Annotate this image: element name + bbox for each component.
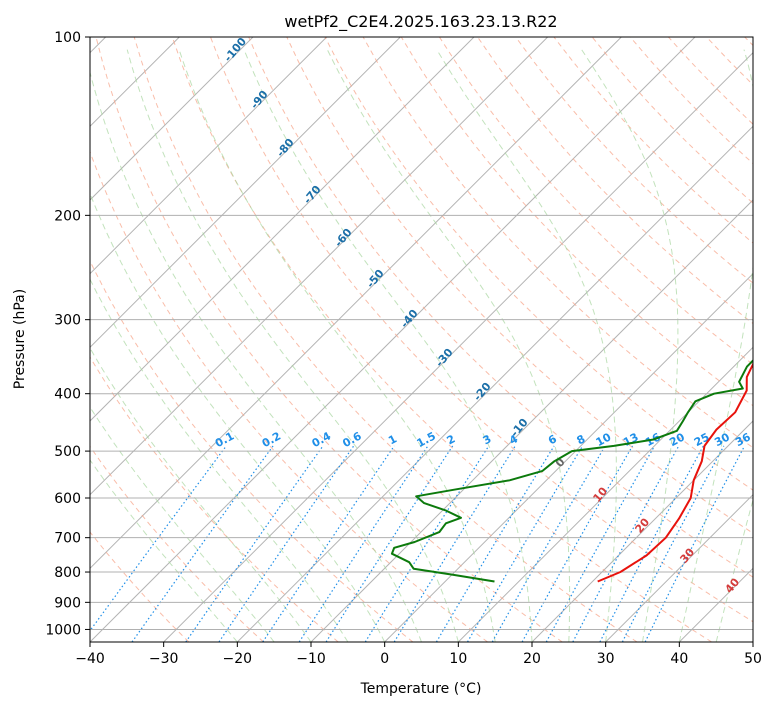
chart-title: wetPf2_C2E4.2025.163.23.13.R22	[284, 12, 557, 32]
x-axis-title: Temperature (°C)	[360, 681, 482, 697]
mixing-ratio-line	[545, 445, 656, 642]
mixing-ratio-line	[621, 445, 725, 642]
isotherm-line	[90, 37, 254, 201]
moist-adiabat-line	[90, 459, 238, 642]
mixing-ratio-line	[364, 445, 490, 642]
dry-adiabat-line	[95, 37, 563, 642]
dry-adiabat-line	[90, 150, 488, 642]
x-tick-label: 10	[449, 651, 467, 667]
dry-adiabat-line	[515, 37, 753, 284]
dry-adiabat-line	[90, 259, 414, 642]
dry-adiabat-line	[90, 531, 190, 642]
y-axis-title: Pressure (hPa)	[12, 289, 28, 389]
isotherm-line	[90, 37, 328, 275]
temperature-profile-line	[597, 362, 753, 583]
y-tick-label: 1000	[45, 622, 81, 638]
dry-adiabat-line	[171, 37, 712, 642]
moist-adiabat-line	[678, 49, 753, 642]
dry-adiabat-line	[90, 356, 339, 642]
y-tick-label: 100	[54, 30, 81, 46]
y-tick-label: 700	[54, 531, 81, 547]
y-tick-label: 800	[54, 565, 81, 581]
isotherm-line	[457, 346, 753, 642]
dry-adiabat-line	[133, 37, 638, 642]
isotherm-line	[605, 493, 753, 642]
isotherm-line	[90, 37, 622, 570]
y-tick-label: 200	[54, 208, 81, 224]
isotherm-line	[90, 37, 549, 496]
plot-frame	[89, 36, 754, 643]
y-tick-label: 400	[54, 387, 81, 403]
dry-adiabat-line	[210, 37, 753, 623]
y-tick-label: 300	[54, 313, 81, 329]
dewpoint-profile-line	[390, 359, 753, 583]
x-tick-label: 40	[670, 651, 688, 667]
y-tick-label: 600	[54, 491, 81, 507]
dry-adiabat-line	[286, 37, 753, 534]
isotherm-line	[90, 37, 475, 422]
y-tick-label: 900	[54, 595, 81, 611]
moist-adiabat-line	[243, 49, 533, 642]
mixing-ratio-line	[435, 445, 555, 642]
moist-adiabat-line	[90, 347, 312, 642]
moist-adiabat-line	[715, 497, 753, 642]
dry-adiabat-line	[400, 37, 753, 407]
x-tick-label: −20	[223, 651, 253, 667]
moist-adiabat-line	[326, 49, 571, 642]
isotherm-line	[531, 420, 753, 642]
mixing-ratio-line	[298, 445, 429, 642]
mixing-ratio-line	[325, 445, 454, 642]
dry-adiabat-line	[248, 37, 753, 578]
mixing-ratio-line	[185, 445, 324, 642]
isotherm-line	[236, 125, 753, 642]
x-tick-label: 30	[597, 651, 615, 667]
dry-adiabat-line	[438, 37, 753, 366]
dry-adiabat-line	[90, 445, 264, 642]
moist-adiabat-line	[126, 49, 459, 642]
isotherm-line	[163, 51, 753, 642]
mixing-ratio-label: 10	[594, 430, 614, 449]
x-tick-label: 50	[744, 651, 762, 667]
x-tick-label: 0	[380, 651, 389, 667]
moist-adiabat-line	[90, 278, 349, 642]
x-tick-label: 20	[523, 651, 541, 667]
x-tick-label: −40	[75, 651, 105, 667]
moist-adiabat-line	[436, 49, 617, 642]
mixing-ratio-line	[218, 445, 355, 642]
mixing-ratio-line	[466, 445, 584, 642]
moist-adiabat-line	[581, 49, 679, 642]
moist-adiabat-line	[178, 49, 496, 642]
y-tick-label: 500	[54, 444, 81, 460]
mixing-ratio-line	[262, 445, 395, 642]
x-tick-label: −30	[149, 651, 179, 667]
mixing-ratio-label: 36	[733, 430, 753, 449]
mixing-ratio-line	[393, 445, 516, 642]
moist-adiabat-line	[90, 406, 275, 642]
isotherm-line	[384, 272, 753, 642]
x-tick-label: −10	[296, 651, 326, 667]
mixing-ratio-line	[644, 445, 746, 642]
mixing-ratio-line	[521, 445, 634, 642]
moist-adiabat-line	[90, 70, 422, 642]
mixing-ratio-label: 20	[667, 430, 687, 449]
mixing-ratio-label: 30	[712, 430, 732, 449]
isotherm-line	[90, 37, 401, 349]
mixing-ratio-line	[131, 445, 274, 642]
